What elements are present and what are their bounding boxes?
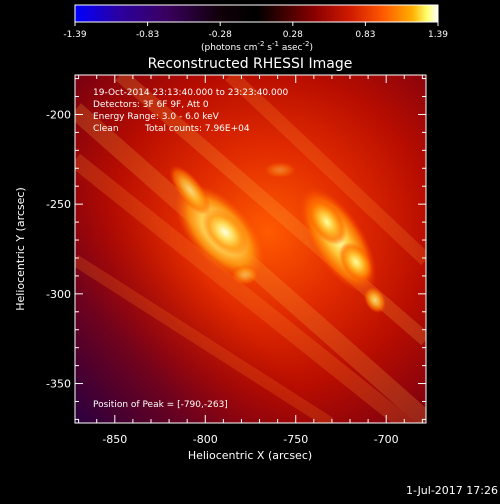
annotation-total-counts: Total counts: 7.96E+04 [144, 124, 250, 134]
y-axis-label: Heliocentric Y (arcsec) [14, 187, 27, 311]
right-source-core-upper [307, 199, 347, 245]
y-axis-ticks: -200 -250 -300 -350 [46, 78, 426, 420]
right-source-tail [363, 286, 387, 314]
colorbar-unit: (photons cm-2 s-1 asec-2) [201, 40, 313, 53]
y-tick-label: -350 [46, 378, 71, 391]
colorbar-tick-label: -0.28 [209, 30, 233, 40]
timestamp: 1-Jul-2017 17:26 [406, 484, 498, 497]
colorbar-tick-label: 1.39 [428, 30, 448, 40]
solar-image [75, 75, 426, 423]
colorbar-tick-label: -1.39 [63, 30, 87, 40]
y-tick-label: -250 [46, 198, 71, 211]
colorbar-tick-label: 0.28 [283, 30, 303, 40]
annotation-clean: Clean [93, 124, 119, 134]
x-tick-label: -800 [193, 433, 218, 446]
x-axis-label: Heliocentric X (arcsec) [188, 449, 312, 462]
left-source-core [201, 208, 249, 256]
colorbar: -1.39 -0.83 -0.28 0.28 0.83 1.39 (photons cm-… [63, 4, 448, 53]
x-axis-ticks: -850 -800 -750 -700 [78, 75, 423, 446]
annotation-time: 19-Oct-2014 23:13:40.000 to 23:23:40.000 [93, 88, 288, 98]
colorbar-gradient [74, 4, 439, 23]
colorbar-tick-label: -0.83 [136, 30, 159, 40]
plot-title: Reconstructed RHESSI Image [148, 56, 353, 72]
annotation-energy: Energy Range: 3.0 - 6.0 keV [93, 112, 220, 122]
colorbar-ticks: -1.39 -0.83 -0.28 0.28 0.83 1.39 [63, 22, 448, 40]
y-tick-label: -300 [46, 288, 71, 301]
annotation-peak: Position of Peak = [-790,-263] [93, 400, 228, 410]
left-source-tail [169, 165, 211, 215]
annotation-detectors: Detectors: 3F 6F 9F, Att 0 [93, 100, 209, 110]
annotations: 19-Oct-2014 23:13:40.000 to 23:23:40.000… [93, 88, 288, 410]
right-source-core-lower [338, 242, 374, 282]
faint-spot [264, 162, 296, 178]
plot-frame [74, 74, 427, 424]
faint-spot [231, 265, 259, 285]
x-tick-label: -700 [374, 433, 399, 446]
x-tick-label: -850 [102, 433, 127, 446]
colorbar-tick-label: 0.83 [355, 30, 375, 40]
x-tick-label: -750 [283, 433, 308, 446]
y-tick-label: -200 [46, 108, 71, 121]
